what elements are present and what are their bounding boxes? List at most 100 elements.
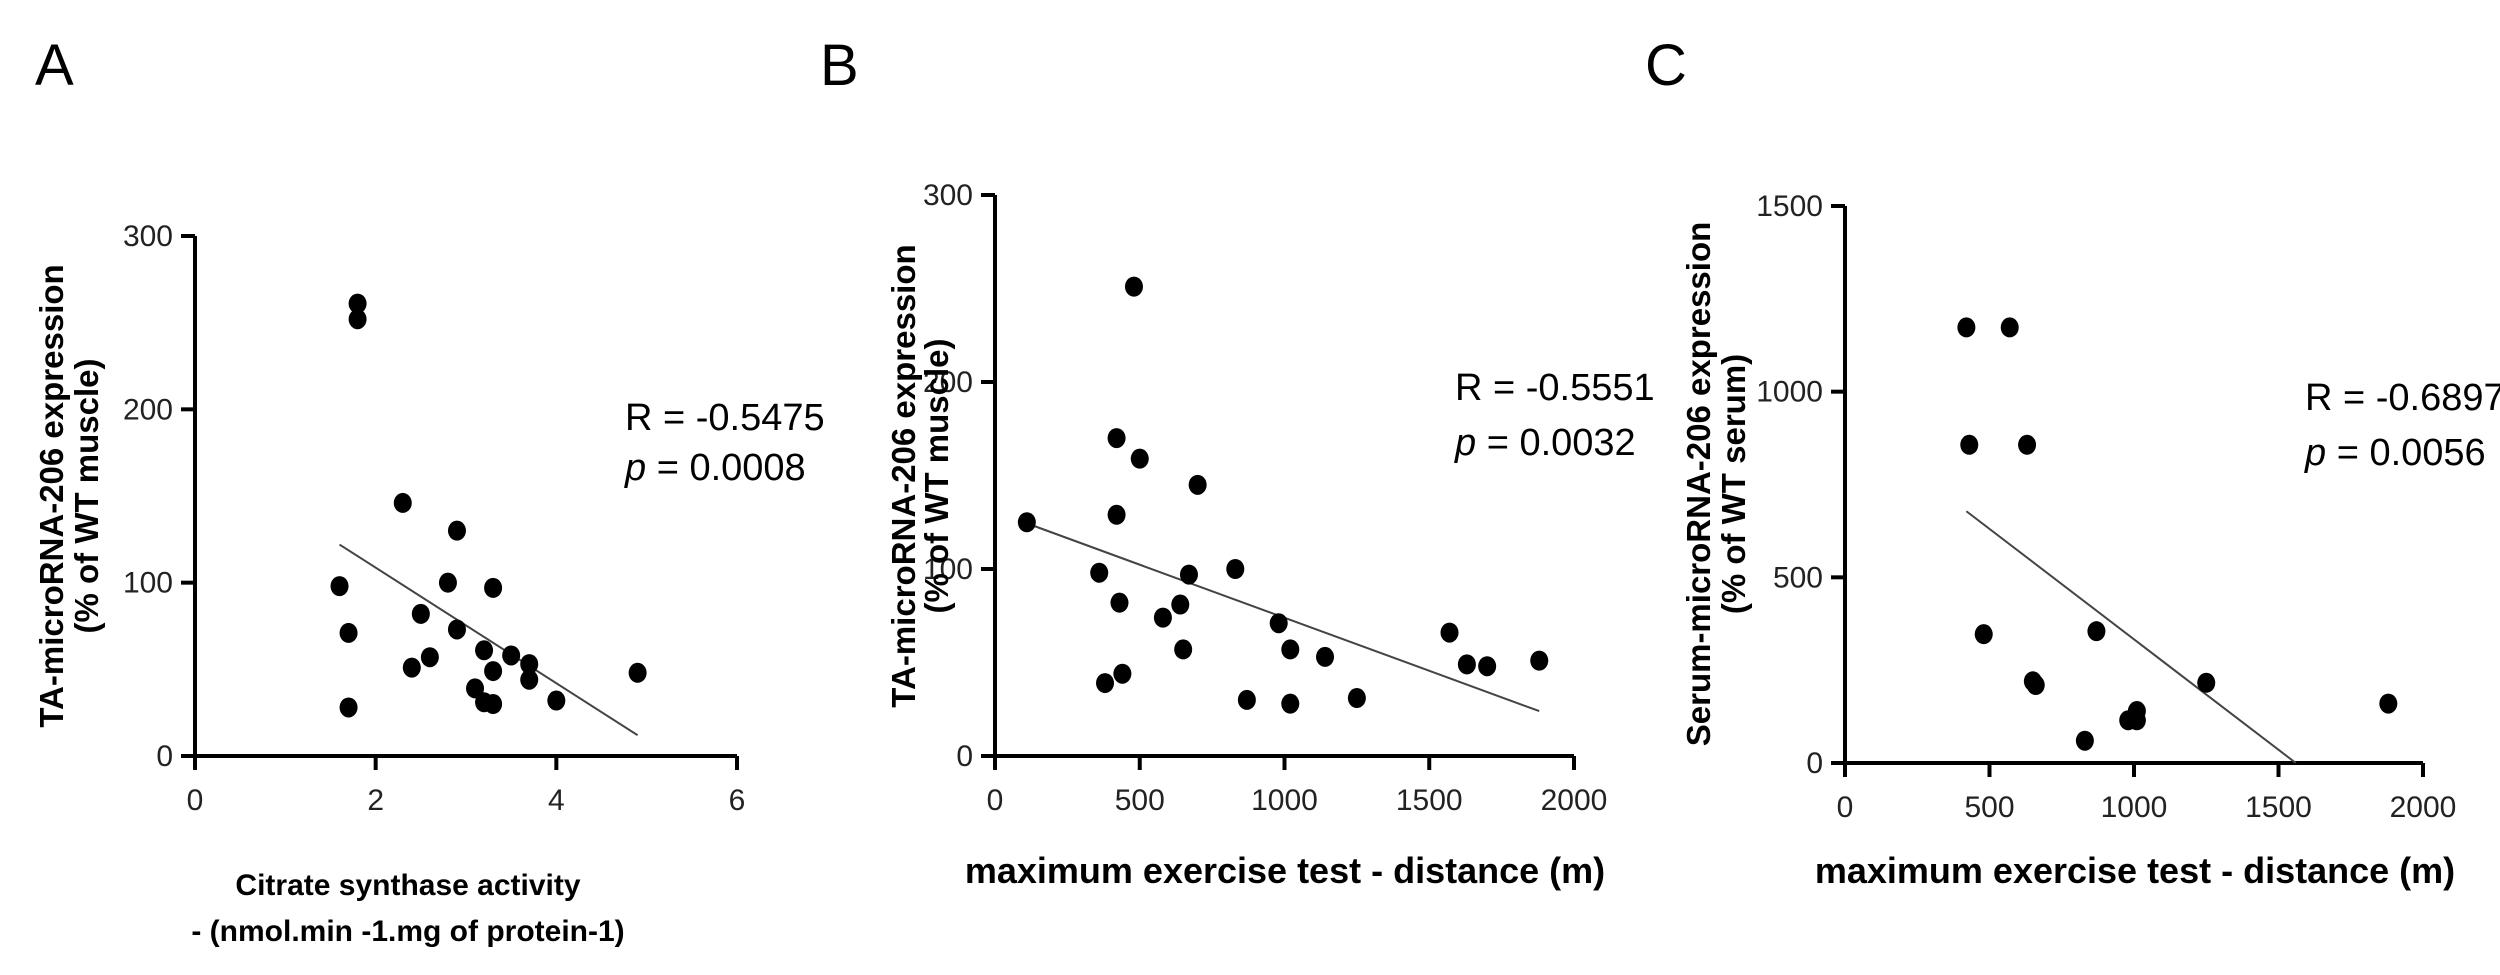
panel-a: A 0 100 200 300 0 2 4 6 TA-microRNA-206 expressio…	[33, 33, 825, 948]
data-point	[348, 293, 367, 314]
panel-b: B 0 100 200 300 0 500 1000 1500 2000 TA-microRNA-2…	[820, 33, 1655, 891]
y-tick-label: 300	[123, 220, 173, 253]
data-point	[1096, 673, 1115, 694]
x-tick-label: 0	[987, 784, 1004, 817]
data-point	[466, 678, 485, 699]
data-point	[484, 661, 503, 682]
x-tick-label: 0	[187, 784, 204, 817]
y-axis-label: TA-microRNA-206 expression	[885, 244, 922, 707]
data-point	[420, 647, 439, 668]
data-point	[1090, 562, 1109, 583]
data-point	[2127, 710, 2146, 731]
data-point	[447, 520, 466, 541]
y-tick-label: 200	[923, 366, 973, 399]
x-axis-label: maximum exercise test - distance (m)	[1815, 850, 2455, 891]
data-point	[1237, 689, 1256, 710]
regression-line	[1965, 510, 2297, 764]
correlation-r: R = -0.5475	[625, 397, 825, 439]
panel-letter: C	[1645, 33, 1687, 98]
data-point	[339, 697, 358, 718]
data-point	[2026, 675, 2045, 696]
x-tick-label: 500	[1115, 784, 1165, 817]
data-point	[1478, 656, 1497, 677]
x-tick-label: 1500	[2245, 791, 2312, 824]
data-point	[484, 694, 503, 714]
y-tick-label: 100	[123, 567, 173, 600]
data-point	[402, 657, 421, 678]
y-tick-label: 200	[123, 393, 173, 426]
x-tick-label: 1000	[1251, 784, 1318, 817]
data-point	[628, 662, 647, 683]
data-point	[1113, 663, 1132, 684]
x-tick-label: 1500	[1396, 784, 1463, 817]
data-point	[1107, 428, 1126, 449]
data-point	[1188, 474, 1207, 495]
x-tick-label: 4	[548, 784, 565, 817]
data-point	[1226, 559, 1245, 579]
data-point	[348, 309, 367, 330]
y-tick-label: 0	[1806, 747, 1823, 780]
correlation-p: p = 0.0032	[1454, 422, 1636, 464]
data-point	[339, 622, 358, 643]
y-axis-label: (% of WT muscle)	[68, 358, 105, 633]
data-point	[1960, 434, 1979, 455]
correlation-r: R = -0.6897	[2305, 377, 2500, 419]
panel-c: C 0 500 1000 1500 0 500 1000 1500 2000 Serum-micro…	[1645, 33, 2500, 891]
x-tick-label: 0	[1837, 791, 1854, 824]
data-point	[1171, 594, 1190, 615]
data-point	[2075, 730, 2094, 751]
data-point	[411, 603, 430, 624]
data-point	[1124, 276, 1143, 297]
data-point	[2087, 621, 2106, 642]
x-tick-label: 2000	[1541, 784, 1608, 817]
y-axis-label: (% of WT muscle)	[918, 338, 955, 613]
y-axis-label: Serum-microRNA-206 expression	[1680, 222, 1717, 747]
data-point	[1179, 564, 1198, 585]
data-point	[1269, 613, 1288, 634]
data-point	[547, 690, 566, 711]
y-tick-label: 1500	[1756, 190, 1823, 223]
regression-line	[338, 543, 639, 737]
x-axis-label: - (nmol.min -1.mg of protein-1)	[191, 915, 624, 948]
data-point	[520, 669, 539, 690]
data-point	[1974, 624, 1993, 645]
y-tick-label: 1000	[1756, 376, 1823, 409]
data-point	[1110, 592, 1129, 613]
correlation-p: p = 0.0056	[2304, 432, 2486, 474]
data-point	[393, 492, 412, 513]
data-point	[502, 645, 521, 666]
y-tick-label: 500	[1773, 561, 1823, 594]
y-tick-label: 100	[923, 553, 973, 586]
x-tick-label: 1000	[2101, 791, 2168, 824]
data-point	[1957, 317, 1976, 338]
data-point	[1316, 646, 1335, 667]
data-point	[1347, 688, 1366, 709]
x-tick-label: 2000	[2390, 791, 2457, 824]
data-point	[2000, 317, 2019, 338]
data-point	[1130, 448, 1149, 469]
x-axis-label: Citrate synthase activity	[235, 869, 580, 902]
data-point	[1457, 654, 1476, 675]
data-point	[484, 577, 503, 598]
data-point	[330, 576, 349, 597]
data-point	[1530, 650, 1549, 671]
y-axis-label: (% of WT serum)	[1715, 354, 1752, 614]
data-point	[520, 654, 539, 675]
data-point	[1281, 639, 1300, 660]
x-axis-label: maximum exercise test - distance (m)	[965, 850, 1605, 891]
y-axis-label: TA-microRNA-206 expression	[33, 264, 70, 727]
y-tick-label: 0	[956, 740, 973, 773]
y-tick-label: 0	[156, 740, 173, 773]
data-point	[2197, 672, 2216, 693]
x-tick-label: 2	[367, 784, 384, 817]
data-point	[2379, 693, 2398, 714]
y-tick-label: 300	[923, 179, 973, 212]
data-point	[1107, 504, 1126, 525]
correlation-r: R = -0.5551	[1455, 367, 1655, 409]
data-point	[2018, 434, 2037, 455]
panel-letter: A	[35, 33, 74, 98]
data-point	[475, 640, 494, 661]
data-point	[1153, 607, 1172, 628]
data-point	[438, 572, 457, 593]
